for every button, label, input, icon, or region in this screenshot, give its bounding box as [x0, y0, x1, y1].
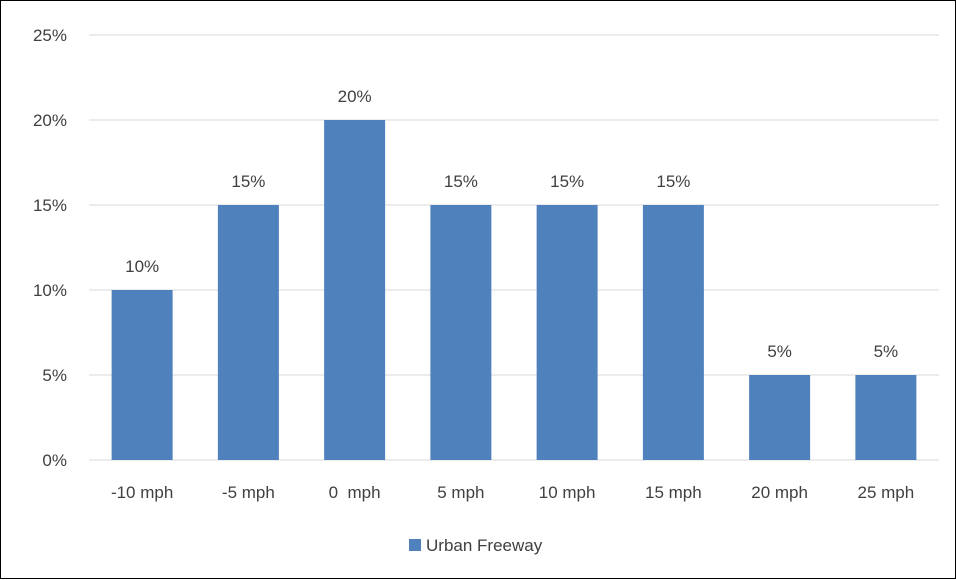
data-label: 15% [231, 172, 265, 191]
x-tick-label: 25 mph [858, 483, 915, 502]
data-label: 5% [874, 342, 899, 361]
y-tick-label: 0% [42, 451, 67, 470]
y-tick-label: 20% [33, 111, 67, 130]
data-label: 15% [656, 172, 690, 191]
x-tick-label: 20 mph [751, 483, 808, 502]
legend-label: Urban Freeway [426, 536, 543, 555]
data-label: 15% [444, 172, 478, 191]
y-tick-label: 25% [33, 26, 67, 45]
bar [749, 375, 811, 460]
bar [536, 205, 598, 460]
bar [324, 120, 386, 460]
x-tick-label: -10 mph [111, 483, 173, 502]
x-tick-label: 10 mph [539, 483, 596, 502]
data-label: 10% [125, 257, 159, 276]
x-tick-label: 15 mph [645, 483, 702, 502]
bar [111, 290, 173, 460]
bar [642, 205, 704, 460]
y-tick-label: 10% [33, 281, 67, 300]
x-tick-label: 5 mph [437, 483, 484, 502]
data-label: 5% [767, 342, 792, 361]
bar [217, 205, 279, 460]
y-tick-label: 15% [33, 196, 67, 215]
data-label: 20% [338, 87, 372, 106]
y-tick-label: 5% [42, 366, 67, 385]
legend-swatch [409, 539, 421, 551]
x-tick-label: 0 mph [329, 483, 381, 502]
bar [855, 375, 917, 460]
x-tick-label: -5 mph [222, 483, 275, 502]
data-label: 15% [550, 172, 584, 191]
bar [430, 205, 492, 460]
